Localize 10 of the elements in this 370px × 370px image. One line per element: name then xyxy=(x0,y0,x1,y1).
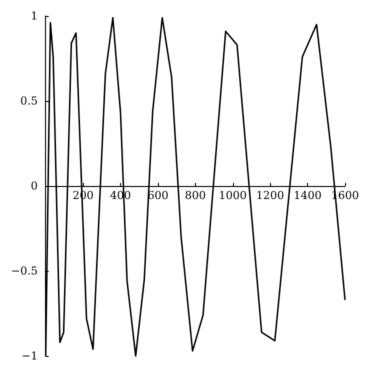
x-tick-label: 800 xyxy=(184,189,206,202)
x-tick-label: 1400 xyxy=(294,189,322,202)
x-tick-label: 1000 xyxy=(218,189,247,202)
x-tick-label: 1200 xyxy=(256,189,284,202)
y-tick-label: −1 xyxy=(21,350,38,362)
y-tick-label: −0.5 xyxy=(10,264,38,278)
x-tick-label: 600 xyxy=(147,189,168,202)
y-tick-label: 0 xyxy=(30,180,38,192)
y-tick-label: 0.5 xyxy=(20,94,38,108)
y-tick-label: 1 xyxy=(30,10,38,22)
